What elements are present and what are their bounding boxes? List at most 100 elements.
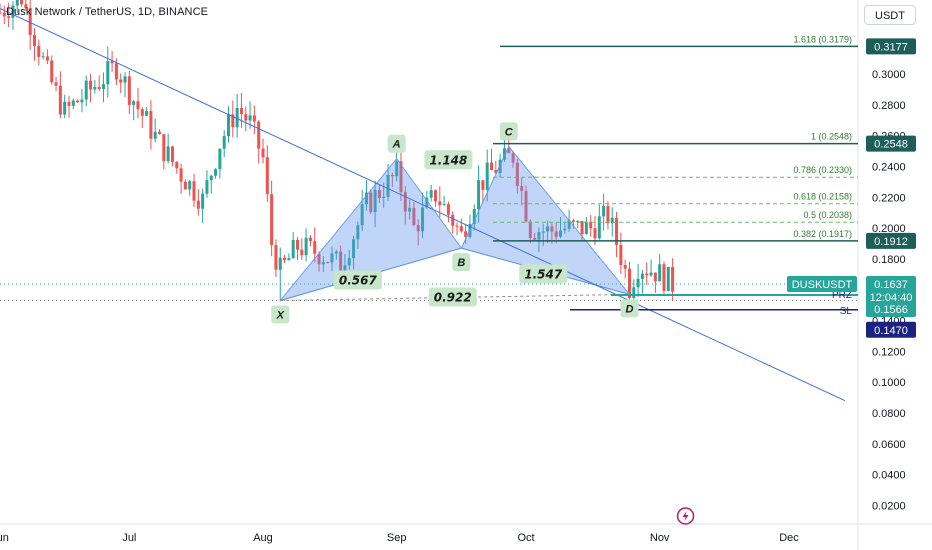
descending-trendline[interactable]: [0, 0, 846, 402]
candle-body: [438, 201, 442, 205]
candle-body: [416, 225, 420, 232]
candle-body: [145, 111, 149, 116]
candle-body: [274, 245, 278, 270]
y-tick-label: 0.2400: [872, 161, 906, 173]
candle-body: [235, 107, 239, 128]
ratio-label: 1.547: [524, 267, 563, 281]
candle-body: [412, 207, 416, 226]
candle-body: [632, 287, 636, 298]
candle-body: [425, 197, 429, 208]
candle-body: [0, 12, 2, 14]
candle-body: [627, 268, 631, 298]
candle-body: [80, 99, 84, 103]
candle-body: [175, 161, 179, 169]
candle-body: [205, 180, 209, 194]
candle-body: [153, 131, 157, 139]
candle-body: [502, 148, 506, 160]
last-price-tag-text: 0.1637: [874, 279, 908, 291]
ratio-label: 1.148: [429, 153, 467, 167]
y-tick-label: 0.2800: [872, 100, 906, 112]
candle-body: [511, 153, 515, 163]
candle-body: [671, 267, 675, 292]
candle-body: [218, 148, 222, 170]
candle-body: [455, 225, 459, 227]
candle-body: [106, 60, 110, 85]
candle-body: [123, 76, 127, 83]
candle-body: [252, 115, 256, 122]
candle-body: [477, 180, 481, 210]
candle-body: [464, 231, 468, 237]
pattern-point-box: [452, 253, 471, 272]
candle-body: [7, 16, 11, 18]
candle-body: [429, 190, 433, 198]
candle-body: [541, 231, 545, 233]
ratio-label: 0.922: [434, 290, 472, 304]
candle-body: [158, 131, 162, 135]
candle-body: [567, 220, 571, 229]
candle-body: [201, 193, 205, 209]
candle-body: [554, 231, 558, 237]
candle-body: [239, 107, 243, 115]
candle-body: [339, 251, 343, 273]
candle-body: [84, 80, 88, 100]
candle-body: [326, 262, 330, 264]
symbol-tag: [787, 276, 857, 293]
candle-body: [343, 265, 347, 273]
candle-body: [451, 214, 455, 226]
candle-body: [334, 251, 338, 254]
candle-body: [32, 35, 37, 46]
candle-body: [610, 217, 614, 224]
fib-level-label: 1.618 (0.3179): [793, 34, 852, 44]
candle-body: [619, 244, 623, 265]
fib-level-label: 0.786 (0.2330): [793, 165, 852, 175]
candle-body: [196, 200, 200, 209]
y-tick-label: 0.2200: [872, 192, 906, 204]
candle-body: [584, 221, 588, 235]
candle-body: [666, 267, 670, 292]
candle-body: [15, 0, 19, 6]
candle-body: [524, 190, 528, 222]
fib-level-label: 0.382 (0.1917): [793, 229, 852, 239]
ratio-box: [424, 150, 473, 170]
candle-body: [546, 226, 550, 232]
x-tick-label: Jul: [122, 532, 136, 544]
x-tick-label: Nov: [650, 532, 670, 544]
candle-body: [558, 230, 563, 237]
y-tick-label: 0.0200: [872, 501, 906, 513]
candle-body: [615, 217, 619, 245]
y-tick-label: 0.1000: [872, 377, 906, 389]
candle-body: [89, 80, 93, 90]
pattern-point-box: [620, 299, 639, 318]
chart-title: Dusk Network / TetherUS, 1D, BINANCE: [6, 6, 209, 18]
pattern-point-box: [387, 134, 406, 153]
candle-body: [597, 216, 601, 239]
candle-body: [45, 56, 49, 61]
candle-body: [265, 157, 269, 195]
candle-body: [498, 159, 502, 173]
candle-body: [58, 85, 62, 115]
candle-body: [490, 162, 494, 171]
candle-body: [356, 225, 360, 240]
ratio-box: [428, 287, 477, 307]
fib-price-tag: [866, 38, 916, 55]
candle-body: [649, 272, 653, 276]
candle-body: [166, 146, 170, 162]
candle-body: [481, 180, 485, 190]
candle-body: [580, 220, 584, 235]
candle-body: [636, 278, 640, 288]
candle-body: [382, 196, 386, 198]
fib-level-label: 0.618 (0.2158): [793, 192, 852, 202]
candle-body: [114, 63, 118, 80]
candle-body: [533, 237, 537, 240]
candle-body: [71, 100, 75, 106]
candle-body: [149, 111, 153, 139]
fib-price-tag: [866, 135, 916, 152]
candle-body: [321, 262, 325, 265]
candle-body: [101, 84, 105, 89]
candle-body: [192, 181, 196, 201]
currency-button[interactable]: USDT: [864, 5, 916, 25]
candle-body: [278, 257, 282, 270]
pattern-point-label: C: [505, 126, 514, 138]
candle-body: [390, 174, 394, 177]
